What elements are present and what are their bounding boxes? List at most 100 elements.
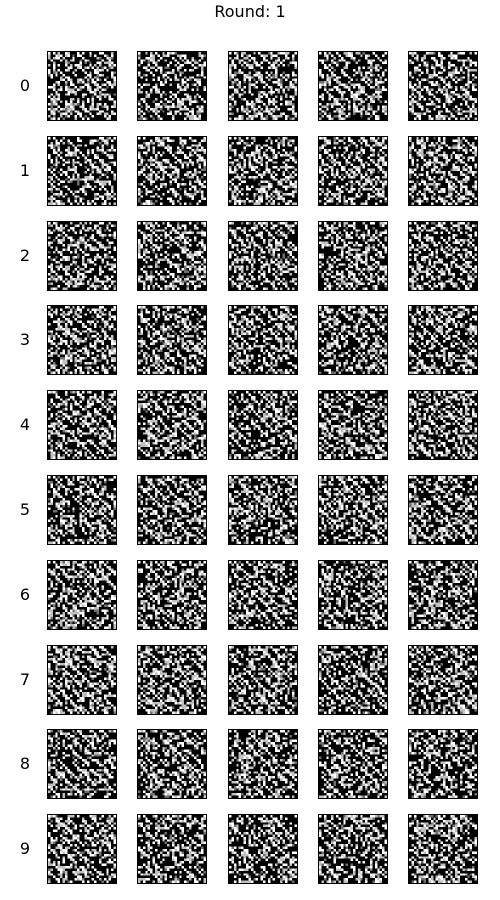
noise-pixels <box>319 52 387 120</box>
noise-pixels <box>138 815 206 884</box>
image-panel <box>137 220 207 291</box>
image-panel <box>137 135 207 206</box>
row-label: 8 <box>19 754 31 774</box>
noise-pixels <box>319 815 387 884</box>
noise-pixels <box>138 136 206 205</box>
row-label: 0 <box>19 76 31 95</box>
figure-title: Round: 1 <box>214 2 286 21</box>
noise-pixels <box>229 52 297 120</box>
image-panel <box>137 559 207 630</box>
noise-pixels <box>319 730 387 799</box>
image-panel <box>318 305 388 376</box>
noise-pixels <box>229 306 297 375</box>
image-panel <box>137 644 207 715</box>
noise-pixels <box>319 560 387 629</box>
image-panel <box>137 475 207 545</box>
noise-pixels <box>48 730 116 799</box>
image-panel <box>47 644 117 715</box>
noise-pixels <box>229 391 297 460</box>
image-panel <box>137 390 207 461</box>
image-panel <box>228 644 298 715</box>
image-panel <box>47 135 117 206</box>
noise-pixels <box>319 221 387 290</box>
image-panel <box>228 135 298 206</box>
noise-pixels <box>229 645 297 714</box>
noise-pixels <box>138 391 206 460</box>
row-label: 4 <box>19 415 31 435</box>
row-label: 5 <box>19 500 31 519</box>
image-panel <box>318 475 388 545</box>
image-panel <box>318 644 388 715</box>
image-panel <box>408 559 478 630</box>
noise-pixels <box>409 476 477 544</box>
noise-pixels <box>138 306 206 375</box>
noise-pixels <box>48 136 116 205</box>
noise-pixels <box>138 645 206 714</box>
row-label: 2 <box>19 245 31 265</box>
image-panel <box>318 729 388 800</box>
row-label: 7 <box>19 669 31 689</box>
image-panel <box>228 220 298 291</box>
image-panel <box>318 220 388 291</box>
image-panel <box>408 305 478 376</box>
image-panel <box>47 51 117 121</box>
noise-pixels <box>48 52 116 120</box>
noise-pixels <box>48 221 116 290</box>
noise-pixels <box>48 306 116 375</box>
noise-pixels <box>229 221 297 290</box>
image-panel <box>137 729 207 800</box>
image-panel <box>228 814 298 885</box>
image-panel <box>408 644 478 715</box>
noise-pixels <box>138 221 206 290</box>
image-panel <box>408 729 478 800</box>
image-panel <box>228 729 298 800</box>
row-label: 6 <box>19 584 31 604</box>
noise-pixels <box>409 391 477 460</box>
noise-pixels <box>319 391 387 460</box>
image-panel <box>318 559 388 630</box>
image-panel <box>228 51 298 121</box>
noise-pixels <box>409 815 477 884</box>
noise-pixels <box>319 645 387 714</box>
noise-pixels <box>409 645 477 714</box>
image-panel <box>318 51 388 121</box>
noise-pixels <box>229 560 297 629</box>
image-panel <box>47 390 117 461</box>
image-panel <box>318 814 388 885</box>
noise-pixels <box>229 815 297 884</box>
image-panel <box>408 135 478 206</box>
noise-pixels <box>409 136 477 205</box>
noise-pixels <box>138 52 206 120</box>
noise-pixels <box>138 560 206 629</box>
noise-pixels <box>48 560 116 629</box>
noise-pixels <box>48 391 116 460</box>
image-panel <box>47 729 117 800</box>
image-panel <box>408 475 478 545</box>
noise-pixels <box>138 730 206 799</box>
image-panel <box>408 814 478 885</box>
image-panel <box>228 390 298 461</box>
image-panel <box>408 390 478 461</box>
image-panel <box>47 220 117 291</box>
row-label: 1 <box>19 160 31 180</box>
image-panel <box>137 51 207 121</box>
noise-pixels <box>138 476 206 544</box>
image-panel <box>47 475 117 545</box>
image-panel <box>137 814 207 885</box>
image-panel <box>47 814 117 885</box>
noise-pixels <box>319 476 387 544</box>
image-panel <box>408 220 478 291</box>
noise-pixels <box>48 645 116 714</box>
row-label: 9 <box>19 839 31 859</box>
noise-pixels <box>229 730 297 799</box>
noise-pixels <box>48 476 116 544</box>
noise-pixels <box>229 476 297 544</box>
image-panel <box>228 475 298 545</box>
row-label: 3 <box>19 330 31 350</box>
noise-pixels <box>229 136 297 205</box>
image-panel <box>408 51 478 121</box>
noise-pixels <box>319 306 387 375</box>
noise-pixels <box>409 52 477 120</box>
image-panel <box>47 305 117 376</box>
